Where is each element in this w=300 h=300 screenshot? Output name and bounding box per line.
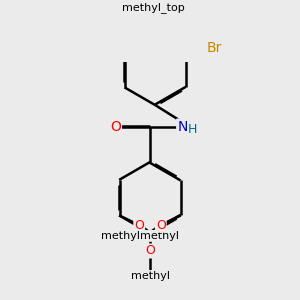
Text: Br: Br [207, 41, 222, 55]
Text: O: O [110, 119, 121, 134]
Text: methyl_top: methyl_top [122, 2, 185, 13]
Text: N: N [177, 119, 188, 134]
Text: methyl: methyl [101, 231, 140, 241]
Text: O: O [156, 219, 166, 232]
Text: methyl: methyl [130, 271, 170, 281]
Text: O: O [134, 219, 144, 232]
Text: methyl: methyl [140, 231, 179, 241]
Text: H: H [188, 123, 197, 136]
Text: O: O [145, 244, 155, 257]
